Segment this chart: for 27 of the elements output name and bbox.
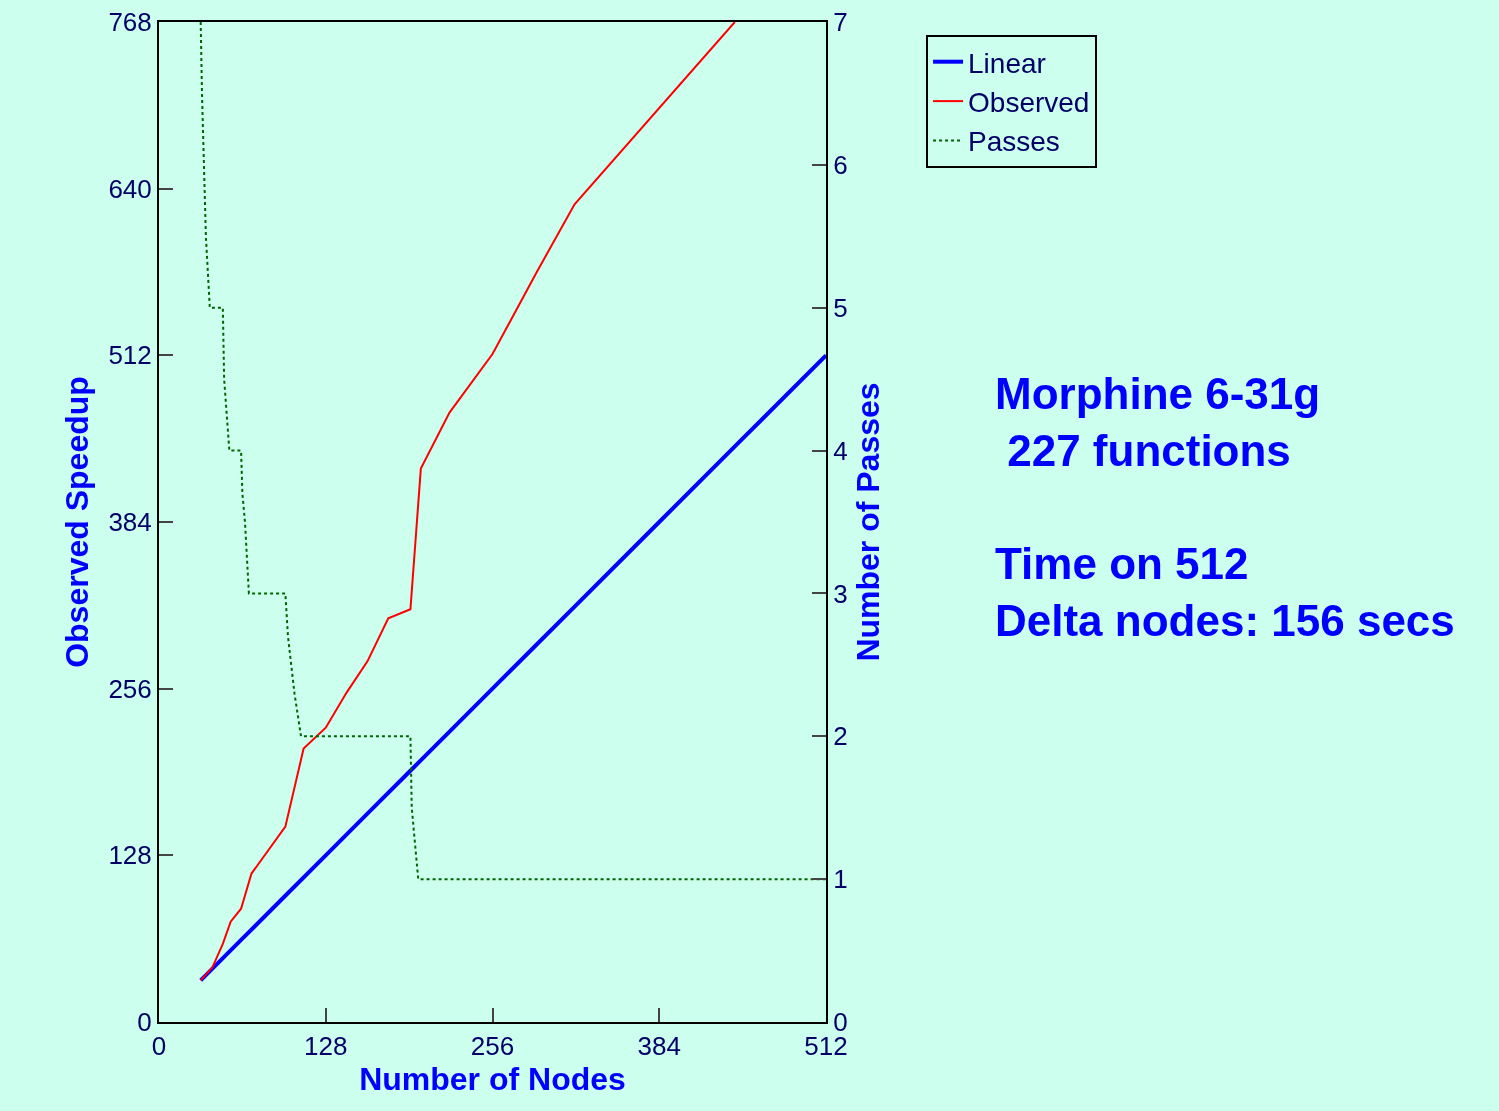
x-tick-label: 256	[470, 1031, 515, 1062]
legend-label: Observed	[968, 87, 1090, 119]
y2-tick-label: 6	[833, 149, 848, 180]
y-tick-label: 0	[137, 1007, 152, 1038]
legend-label: Passes	[968, 126, 1060, 158]
x-tick-label: 384	[637, 1031, 681, 1062]
y2-tick-label: 2	[833, 721, 848, 752]
line-series	[199, 22, 736, 982]
y2-tick-label: 4	[833, 435, 848, 466]
text: Morphine 6-31g 227 functions	[995, 369, 1321, 476]
x-axis-title: Number of Nodes	[359, 1061, 626, 1098]
y-tick-label: 512	[108, 340, 152, 371]
y-tick-label: 640	[108, 173, 152, 204]
y-tick-label: 256	[108, 673, 152, 704]
x-tick-label: 128	[304, 1031, 348, 1062]
y2-tick-label: 3	[833, 578, 848, 609]
y2-axis-title: Number of Passes	[850, 382, 887, 662]
line-series	[198, 353, 826, 983]
y2-tick-label: 5	[833, 292, 848, 323]
y2-tick-label: 1	[833, 864, 848, 895]
y-tick-label: 768	[108, 7, 152, 38]
y2-tick-label: 7	[833, 7, 848, 38]
legend-label: Linear	[968, 47, 1046, 79]
y-tick-label: 384	[108, 507, 152, 538]
y-tick-label: 128	[108, 840, 152, 871]
y-axis-title: Observed Speedup	[59, 376, 96, 668]
text: Time on 512 Delta nodes: 156 secs	[995, 539, 1455, 646]
